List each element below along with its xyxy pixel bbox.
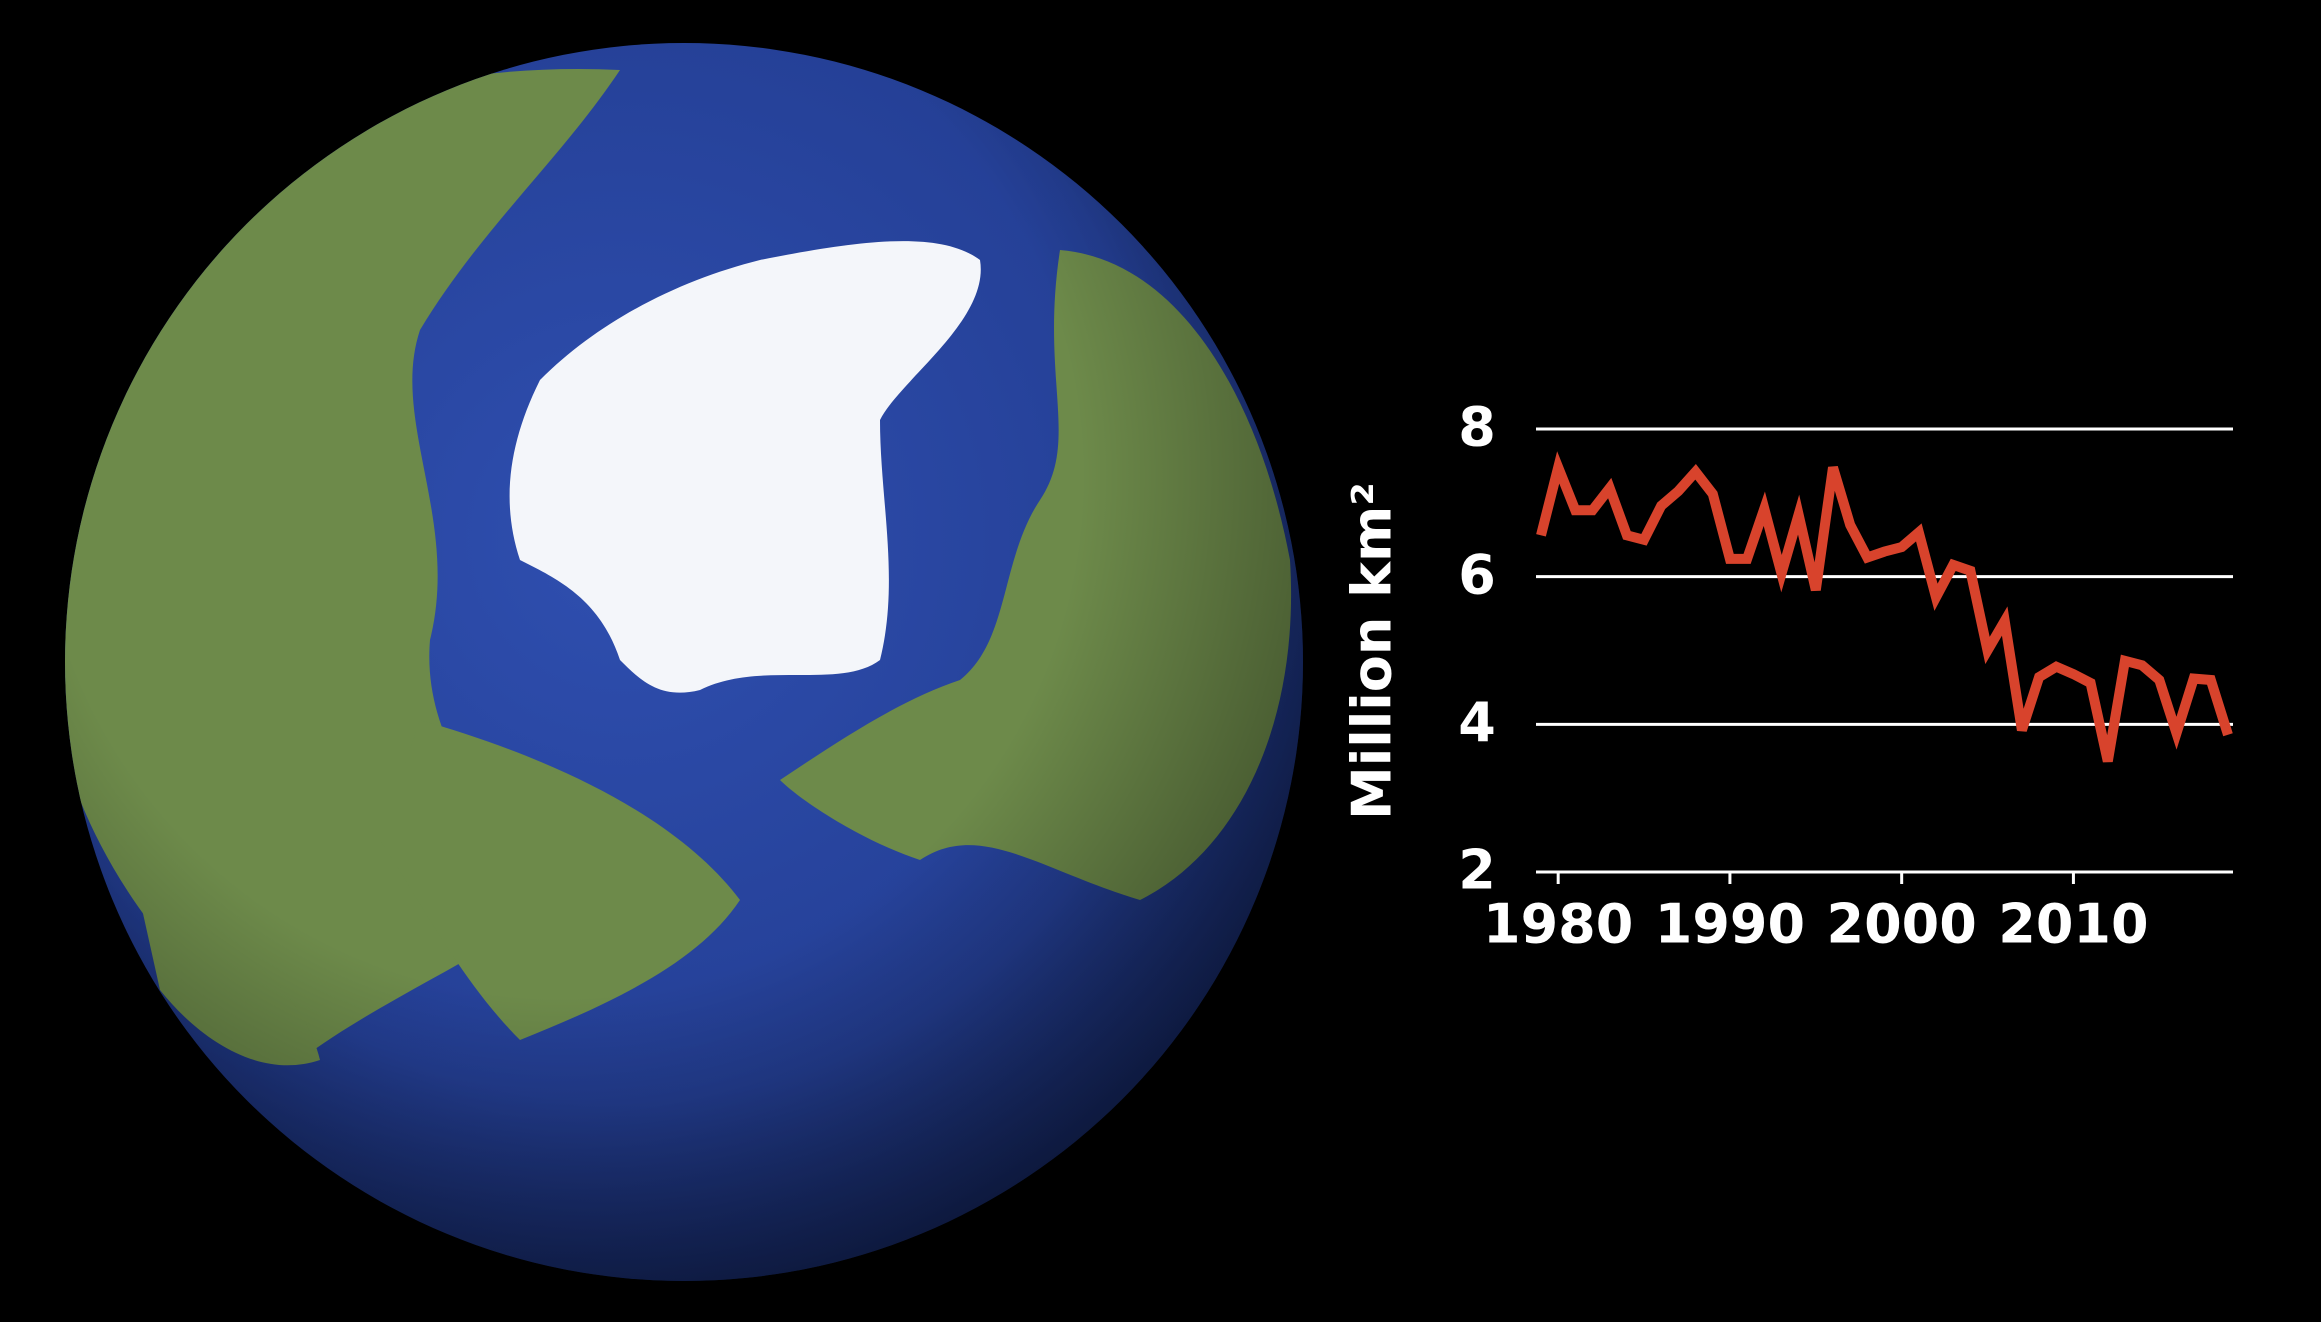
x-tick-label: 2010 — [1998, 893, 2148, 956]
y-axis-label: Million km² — [1341, 482, 1404, 820]
x-tick-label: 2000 — [1827, 893, 1977, 956]
x-tick-label: 1980 — [1483, 893, 1633, 956]
data-line — [1536, 451, 2233, 763]
y-tick-label: 4 — [1458, 691, 1496, 754]
x-tick-label: 1990 — [1655, 893, 1805, 956]
y-tick-label: 2 — [1458, 839, 1496, 902]
plot: 2 4 6 8 1980 1990 2000 2010 — [1458, 396, 2233, 956]
y-tick-label: 6 — [1458, 543, 1496, 606]
globe-shade — [65, 43, 1303, 1281]
y-tick-label: 8 — [1458, 396, 1496, 459]
globe — [65, 43, 1303, 1281]
